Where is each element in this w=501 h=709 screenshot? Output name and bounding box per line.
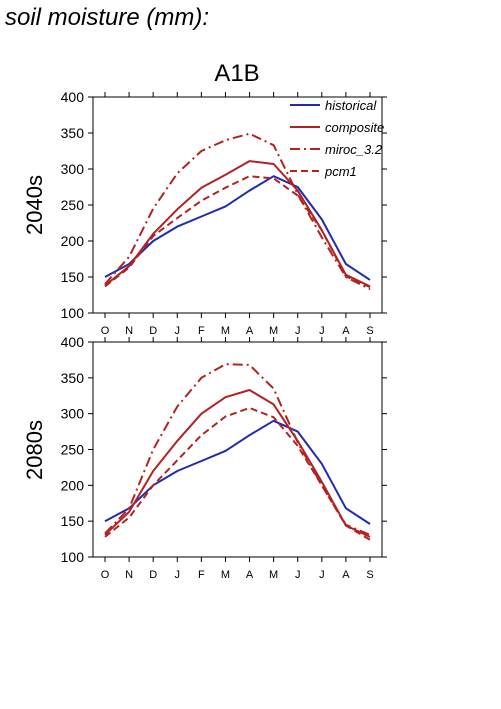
x-tick-label: F [198,325,205,337]
x-tick-label: O [101,569,110,581]
y-axis-label: 2040s [22,175,47,235]
y-tick-label: 400 [61,89,85,105]
y-tick-label: 100 [61,305,85,321]
y-tick-label: 300 [61,161,85,177]
chart-panel-2040s: 100 150 200 250 300 350 400 O N D J F M A M J J A S 2040s [22,89,387,337]
series-line-pcm1 [104,175,371,289]
x-tick-label: N [125,325,133,337]
y-tick-label: 250 [61,442,85,458]
legend-label: composite [325,120,384,135]
legend-label: pcm1 [324,164,357,179]
x-tick-label: F [198,569,205,581]
y-tick-label: 200 [61,233,85,249]
x-tick-label: J [319,569,325,581]
x-tick-label: M [221,569,230,581]
x-tick-label: J [295,325,301,337]
series-line-composite [104,160,371,288]
x-tick-label: A [342,325,350,337]
x-tick-label: M [221,325,230,337]
scenario-title: A1B [214,60,259,87]
x-tick-label: M [269,325,278,337]
x-tick-label: J [175,325,181,337]
x-tick-label: M [269,569,278,581]
y-tick-label: 200 [61,477,85,493]
series-line-composite [104,389,371,538]
x-tick-label: J [319,325,325,337]
chart-panel-2080s: 100 150 200 250 300 350 400 O N D J F M A M J J A S 2080s [22,334,387,581]
y-tick-label: 150 [61,269,85,285]
x-tick-label: D [149,325,157,337]
y-tick-label: 300 [61,406,85,422]
y-tick-label: 250 [61,197,85,213]
series-line-miroc-3-2 [104,363,371,536]
plot-frame [92,341,383,558]
y-tick-label: 100 [61,549,85,565]
x-tick-label: A [342,569,350,581]
y-tick-label: 400 [61,334,85,350]
y-tick-label: 350 [61,125,85,141]
x-tick-label: A [246,569,254,581]
x-tick-label: N [125,569,133,581]
legend: historical composite miroc_3.2 pcm1 [290,98,384,179]
y-axis-label: 2080s [22,420,47,480]
x-tick-label: A [246,325,254,337]
x-tick-label: O [101,325,110,337]
series-line-historical [104,175,371,281]
y-tick-label: 350 [61,370,85,386]
legend-label: miroc_3.2 [325,142,383,157]
series-line-historical [104,419,371,525]
x-tick-label: D [149,569,157,581]
series-line-pcm1 [104,406,371,541]
x-tick-label: J [295,569,301,581]
x-tick-label: J [175,569,181,581]
page-title: soil moisture (mm): [5,4,210,31]
x-tick-label: S [366,325,373,337]
y-tick-label: 150 [61,513,85,529]
series-line-miroc-3-2 [104,132,371,291]
legend-label: historical [325,98,377,113]
x-tick-label: S [366,569,373,581]
